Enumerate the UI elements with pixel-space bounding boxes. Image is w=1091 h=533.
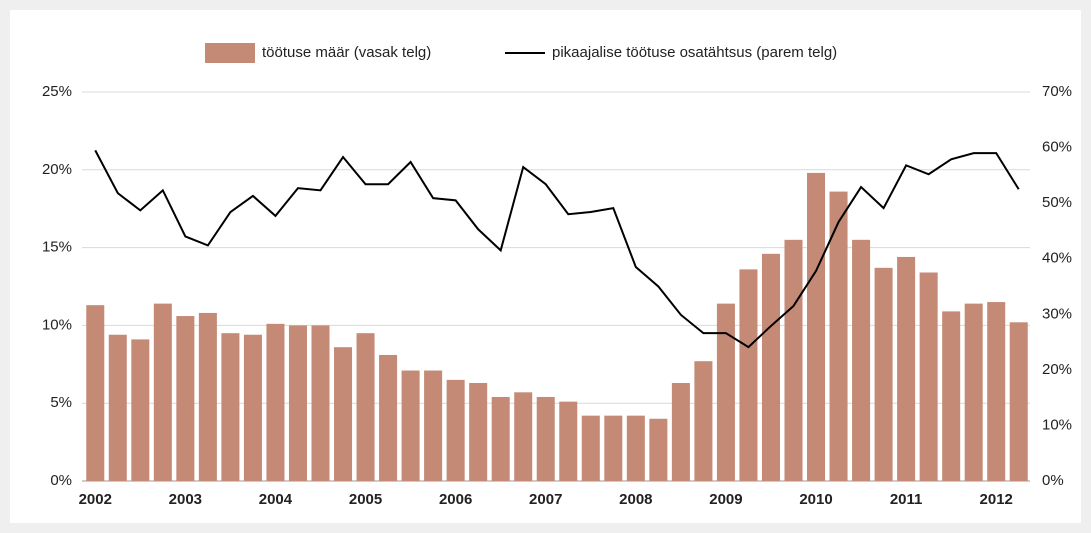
x-tick-label: 2006: [439, 491, 472, 508]
x-tick-label: 2011: [890, 491, 923, 508]
bar: [266, 323, 285, 481]
y-tick-label: 25%: [42, 83, 72, 100]
bar: [581, 415, 600, 481]
bar: [604, 415, 623, 481]
bar: [897, 256, 916, 481]
y-tick-label: 5%: [50, 394, 72, 411]
y-tick-label: 0%: [50, 472, 72, 489]
bar: [198, 312, 217, 481]
x-tick-label: 2012: [980, 491, 1013, 508]
bar: [559, 401, 578, 481]
bar: [401, 370, 420, 481]
bar: [987, 302, 1006, 481]
legend-label: töötuse määr (vasak telg): [262, 44, 431, 61]
bar: [694, 361, 713, 481]
bar: [514, 392, 533, 481]
bar: [131, 339, 150, 481]
bar: [964, 303, 983, 481]
y-tick-label: 15%: [42, 239, 72, 256]
bar: [739, 269, 758, 481]
bar: [424, 370, 443, 481]
bar: [1009, 322, 1028, 481]
bar: [469, 382, 488, 481]
bar: [649, 418, 668, 481]
x-tick-label: 2002: [79, 491, 112, 508]
x-tick-label: 2004: [259, 491, 293, 508]
x-tick-label: 2003: [169, 491, 202, 508]
x-tick-label: 2007: [529, 491, 562, 508]
bar: [874, 267, 893, 481]
legend-swatch: [205, 43, 255, 63]
x-tick-label: 2010: [799, 491, 832, 508]
y2-tick-label: 30%: [1042, 305, 1072, 322]
bar: [829, 191, 848, 482]
bar: [491, 396, 510, 481]
y2-tick-label: 20%: [1042, 361, 1072, 378]
y2-tick-label: 0%: [1042, 472, 1064, 489]
x-tick-label: 2009: [709, 491, 742, 508]
y2-tick-label: 40%: [1042, 250, 1072, 267]
y2-tick-label: 60%: [1042, 139, 1072, 156]
x-tick-label: 2005: [349, 491, 382, 508]
bar: [379, 354, 398, 481]
bar: [919, 272, 938, 481]
bar: [288, 325, 307, 481]
bar: [334, 347, 353, 481]
bar: [243, 334, 262, 481]
y-tick-label: 20%: [42, 161, 72, 178]
bar: [784, 239, 803, 481]
bar: [446, 379, 465, 481]
bar: [86, 305, 105, 481]
bar: [176, 316, 195, 481]
bar: [108, 334, 127, 481]
y2-tick-label: 70%: [1042, 83, 1072, 100]
bar: [153, 303, 172, 481]
y2-tick-label: 50%: [1042, 194, 1072, 211]
bar: [852, 239, 871, 481]
bar: [761, 253, 780, 481]
bar: [536, 396, 555, 481]
x-tick-label: 2008: [619, 491, 652, 508]
y-tick-label: 10%: [42, 316, 72, 333]
bar: [311, 325, 330, 481]
line: [94, 149, 1020, 349]
bar: [671, 382, 690, 481]
bar: [942, 311, 961, 481]
bar: [221, 333, 240, 481]
bar: [807, 172, 826, 482]
bar: [716, 303, 735, 481]
legend-label: pikaajalise töötuse osatähtsus (parem te…: [552, 44, 837, 61]
bar: [626, 415, 645, 481]
y2-tick-label: 10%: [1042, 416, 1072, 433]
bar: [356, 333, 375, 481]
